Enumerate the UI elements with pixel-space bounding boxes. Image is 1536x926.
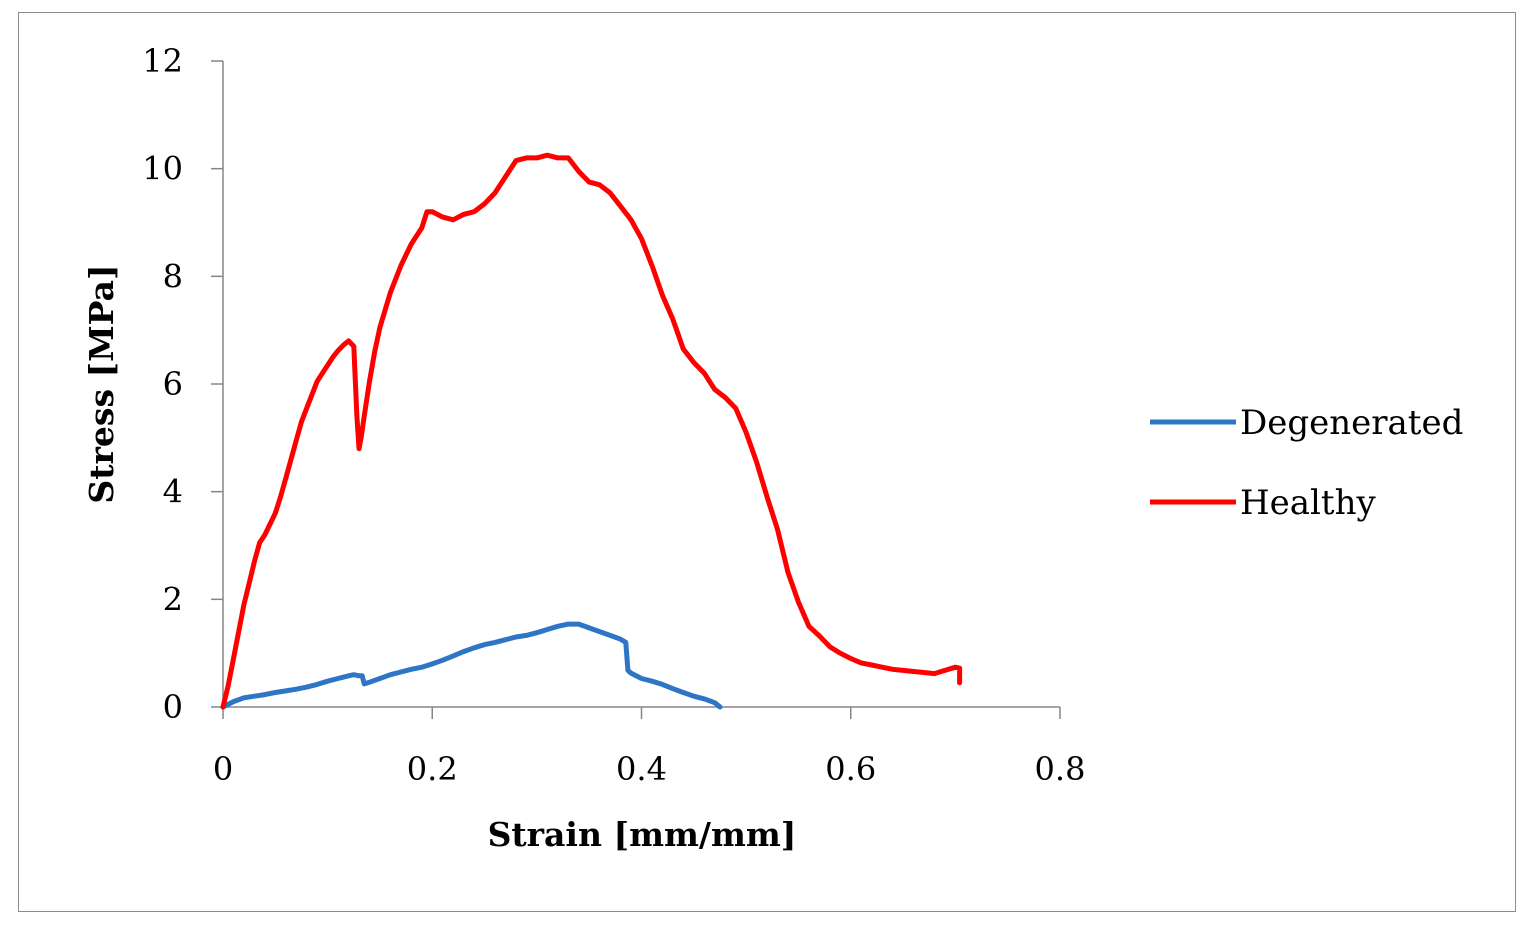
series-lines	[220, 152, 963, 710]
y-tick-label: 2	[163, 580, 183, 618]
legend-label-degenerated: Degenerated	[1240, 403, 1463, 443]
y-tick-label: 6	[163, 365, 183, 403]
legend-label-healthy: Healthy	[1240, 483, 1376, 523]
series-line-degenerated	[220, 621, 723, 710]
y-tick-label: 8	[163, 257, 183, 295]
x-tick-label: 0.6	[825, 750, 876, 788]
axes: 0 2 4 6 8 10 12 0 0.2 0.4 0.6 0.8	[142, 42, 1085, 788]
x-tick-label: 0.2	[407, 750, 458, 788]
y-tick-label: 4	[163, 473, 183, 511]
y-ticks: 0 2 4 6 8 10 12	[142, 42, 223, 726]
y-tick-label: 0	[163, 688, 183, 726]
legend: Degenerated Healthy	[1150, 403, 1463, 523]
x-tick-label: 0.8	[1035, 750, 1086, 788]
y-tick-label: 10	[142, 150, 183, 188]
x-axis-title: Strain [mm/mm]	[488, 815, 797, 854]
x-tick-label: 0.4	[616, 750, 667, 788]
series-line-healthy	[220, 152, 963, 710]
chart-frame	[18, 12, 1516, 912]
y-axis-title: Stress [MPa]	[82, 264, 121, 503]
x-ticks: 0 0.2 0.4 0.6 0.8	[213, 707, 1086, 788]
y-tick-label: 12	[142, 42, 183, 80]
x-tick-label: 0	[213, 750, 233, 788]
